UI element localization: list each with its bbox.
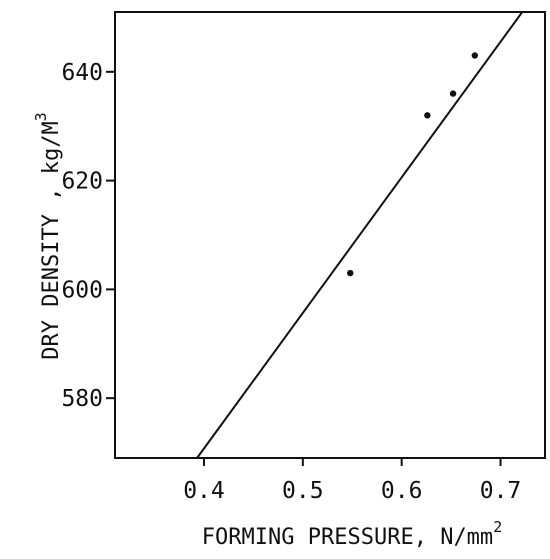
plot-frame	[114, 11, 546, 459]
y-axis-title: DRY DENSITY , kg/M3	[32, 112, 64, 359]
y-tick-label: 600	[61, 277, 103, 303]
x-axis-title-superscript: 2	[493, 518, 502, 536]
y-axis-title-superscript: 3	[32, 112, 50, 121]
fit-line	[196, 11, 524, 459]
x-axis-title: FORMING PRESSURE, N/mm2	[202, 518, 502, 550]
y-tick-label: 640	[61, 60, 103, 86]
x-axis-ticks: 0.4 0.5 0.6 0.7	[183, 458, 521, 504]
data-point	[471, 52, 479, 59]
x-tick-label: 0.5	[282, 478, 324, 504]
fit-line-group	[196, 11, 524, 459]
data-point	[347, 269, 354, 277]
data-points-group	[347, 52, 479, 277]
y-tick-label: 620	[61, 169, 103, 195]
x-tick-label: 0.4	[183, 478, 225, 504]
data-point	[424, 112, 431, 119]
x-tick-label: 0.7	[480, 478, 522, 504]
x-axis-title-text: FORMING PRESSURE, N/mm	[202, 525, 493, 550]
x-tick-label: 0.6	[381, 478, 423, 504]
y-axis-ticks: 580 600 620 640	[61, 60, 115, 412]
y-tick-label: 580	[61, 386, 103, 412]
y-axis-title-text: DRY DENSITY , kg/M	[39, 121, 64, 359]
data-point	[449, 90, 457, 97]
